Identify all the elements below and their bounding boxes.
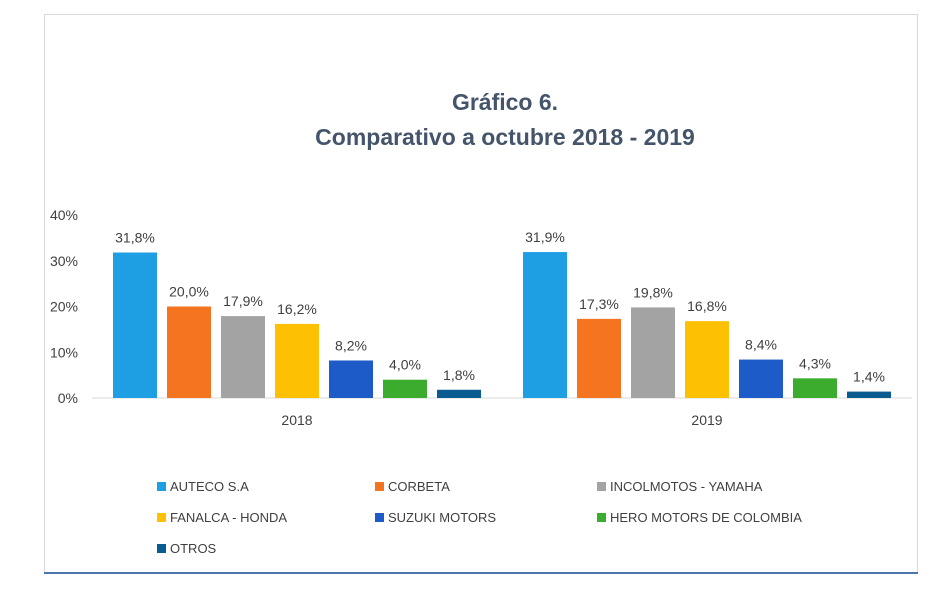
- data-label: 31,8%: [115, 230, 155, 246]
- bar[interactable]: [631, 307, 675, 398]
- data-label: 17,3%: [579, 296, 619, 312]
- bars-group: 31,8% 20,0% 17,9% 16,2% 8,2% 4,0% 1,8% 31,9% 17,…: [113, 229, 891, 398]
- bar[interactable]: [221, 316, 265, 398]
- legend[interactable]: AUTECO S.A CORBETA INCOLMOTOS - YAMAHA FANA…: [157, 479, 802, 556]
- chart-title: Gráfico 6.: [452, 89, 558, 115]
- x-category-label: 2019: [691, 412, 722, 428]
- legend-swatch: [157, 482, 166, 491]
- data-label: 1,4%: [853, 369, 885, 385]
- legend-label[interactable]: SUZUKI MOTORS: [388, 510, 496, 525]
- data-label: 19,8%: [633, 284, 673, 300]
- bottom-rule: [44, 572, 918, 574]
- data-label: 16,2%: [277, 301, 317, 317]
- chart-subtitle: Comparativo a octubre 2018 - 2019: [315, 124, 695, 150]
- legend-label[interactable]: CORBETA: [388, 479, 450, 494]
- x-category-label: 2018: [281, 412, 312, 428]
- bar[interactable]: [437, 389, 481, 398]
- y-tick-label: 20%: [50, 299, 78, 315]
- y-tick-label: 0%: [58, 390, 78, 406]
- data-label: 1,8%: [443, 367, 475, 383]
- legend-label[interactable]: OTROS: [170, 541, 217, 556]
- data-label: 20,0%: [169, 284, 209, 300]
- x-axis: 2018 2019: [281, 412, 722, 428]
- legend-swatch: [157, 544, 166, 553]
- legend-label[interactable]: AUTECO S.A: [170, 479, 249, 494]
- data-label: 17,9%: [223, 293, 263, 309]
- bar[interactable]: [577, 318, 621, 398]
- legend-label[interactable]: HERO MOTORS DE COLOMBIA: [610, 510, 802, 525]
- y-tick-label: 30%: [50, 253, 78, 269]
- chart-frame: [44, 14, 918, 573]
- bar[interactable]: [383, 379, 427, 398]
- bar[interactable]: [685, 321, 729, 398]
- y-tick-label: 40%: [50, 207, 78, 223]
- legend-swatch: [597, 513, 606, 522]
- legend-swatch: [375, 482, 384, 491]
- bar[interactable]: [847, 391, 891, 398]
- data-label: 4,0%: [389, 357, 421, 373]
- data-label: 16,8%: [687, 298, 727, 314]
- bar[interactable]: [523, 252, 567, 398]
- bar[interactable]: [739, 359, 783, 398]
- data-label: 8,2%: [335, 337, 367, 353]
- bar[interactable]: [329, 360, 373, 398]
- data-label: 31,9%: [525, 229, 565, 245]
- data-label: 4,3%: [799, 355, 831, 371]
- bar[interactable]: [275, 323, 319, 398]
- bar[interactable]: [793, 378, 837, 398]
- legend-swatch: [375, 513, 384, 522]
- y-tick-label: 10%: [50, 344, 78, 360]
- data-label: 8,4%: [745, 337, 777, 353]
- legend-label[interactable]: INCOLMOTOS - YAMAHA: [610, 479, 763, 494]
- legend-label[interactable]: FANALCA - HONDA: [170, 510, 287, 525]
- bar[interactable]: [113, 252, 157, 398]
- legend-swatch: [157, 513, 166, 522]
- legend-swatch: [597, 482, 606, 491]
- bar[interactable]: [167, 306, 211, 399]
